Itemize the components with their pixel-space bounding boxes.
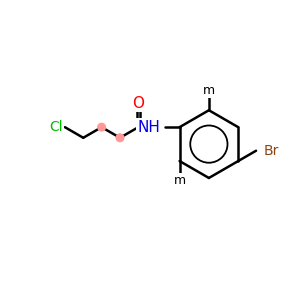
Text: O: O <box>132 95 144 110</box>
Text: m: m <box>173 174 186 187</box>
Text: Br: Br <box>263 144 279 158</box>
Circle shape <box>98 123 106 131</box>
Text: m: m <box>203 84 215 97</box>
Circle shape <box>116 134 124 142</box>
Text: Cl: Cl <box>49 120 62 134</box>
Text: NH: NH <box>138 120 161 135</box>
